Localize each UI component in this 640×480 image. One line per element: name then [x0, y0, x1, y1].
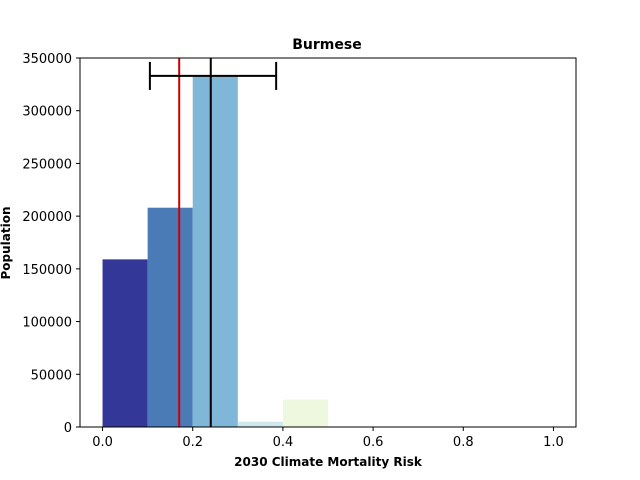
y-tick-label: 200000 [22, 210, 72, 225]
y-tick-label: 350000 [22, 52, 72, 67]
y-axis-title: Population [0, 206, 13, 279]
y-tick-label: 300000 [22, 105, 72, 120]
plot-frame [79, 57, 577, 428]
x-tick-label: 0.8 [453, 435, 474, 450]
y-tick-label: 250000 [22, 157, 72, 172]
reference-lines-group [178, 58, 212, 427]
histogram-bar-2 [147, 207, 193, 427]
y-tick-label: 150000 [22, 263, 72, 278]
histogram-bar-3 [192, 75, 238, 428]
x-axis-title: 2030 Climate Mortality Risk [234, 455, 423, 469]
bars-group [102, 75, 328, 428]
y-axis-ticks: 0 50000 100000 150000 200000 250000 300000 3500… [22, 52, 80, 436]
x-tick-label: 0.6 [363, 435, 384, 450]
chart-title: Burmese [292, 37, 361, 53]
histogram-bar-4 [237, 421, 283, 427]
x-tick-label: 1.0 [543, 435, 564, 450]
x-tick-label: 0.2 [182, 435, 203, 450]
histogram-bar-5 [282, 399, 328, 427]
x-tick-label: 0.4 [273, 435, 294, 450]
y-tick-label: 50000 [31, 368, 72, 383]
interval-group [148, 61, 278, 90]
x-axis-ticks: 0.0 0.2 0.4 0.6 0.8 1.0 [92, 427, 564, 450]
histogram-bar-1 [102, 259, 148, 427]
y-tick-label: 0 [64, 421, 72, 436]
x-tick-label: 0.0 [92, 435, 113, 450]
y-tick-label: 100000 [22, 316, 72, 331]
